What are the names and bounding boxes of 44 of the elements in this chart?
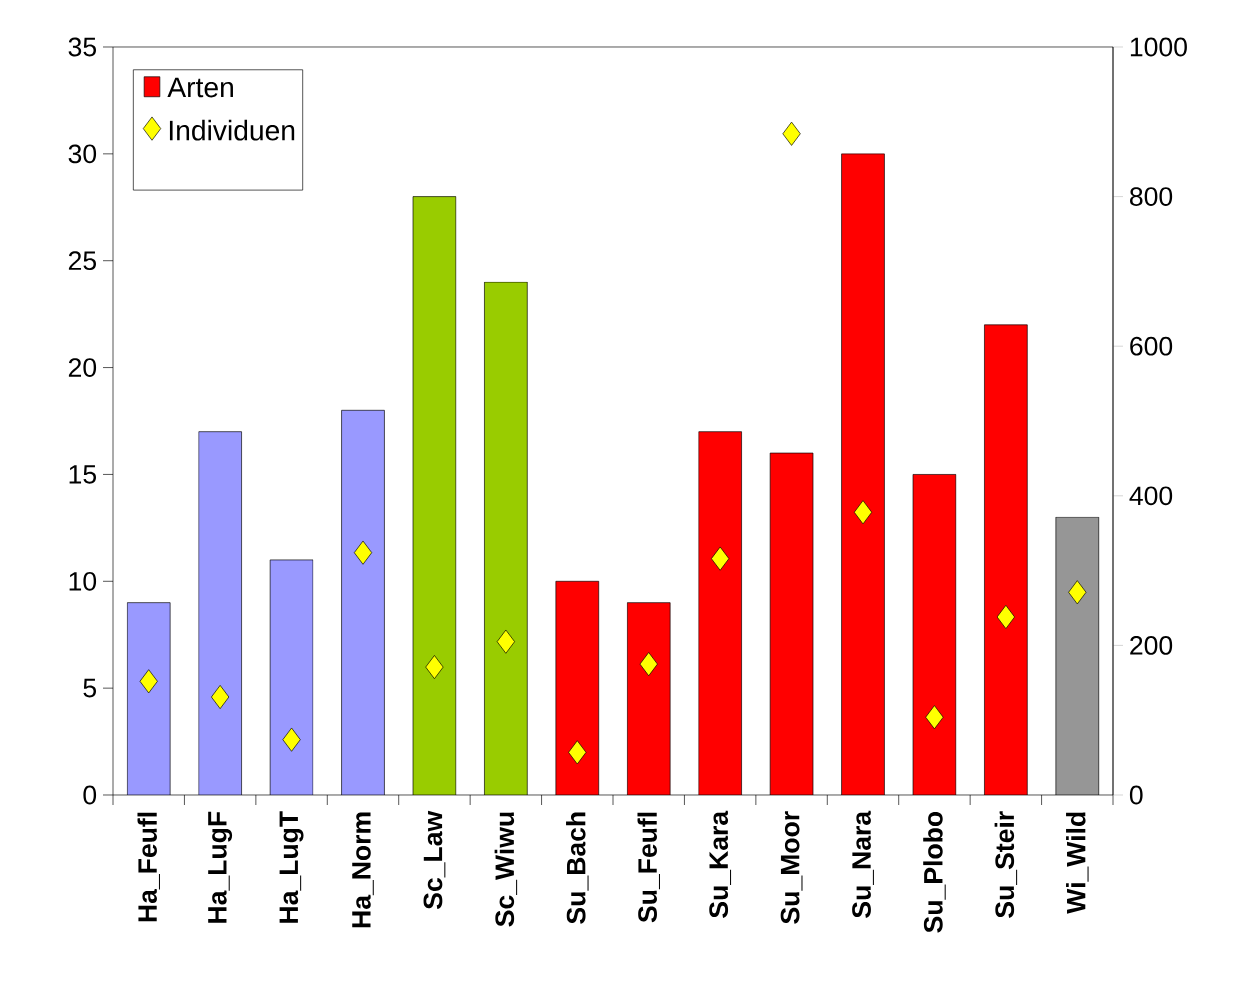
x-tick-label: Ha_LugF <box>208 811 233 923</box>
x-tick-label: Ha_LugT <box>279 811 304 923</box>
y-tick-label: 10 <box>69 571 97 591</box>
x-tick-label: Su_Moor <box>780 811 803 924</box>
point <box>139 669 158 694</box>
y-tick-label: 0 <box>83 785 97 805</box>
x-tick-label: Sc_Wiwu <box>494 812 518 927</box>
x-tick-label: Su_Plobo <box>923 811 946 933</box>
point <box>496 629 515 654</box>
y2-tick-label: 400 <box>1129 486 1173 506</box>
x-tick-label: Su_Bach <box>566 812 589 924</box>
point <box>782 121 801 146</box>
point <box>853 500 873 525</box>
y2-tick-label: 200 <box>1130 636 1173 655</box>
point <box>1068 580 1087 605</box>
y-tick-label: 35 <box>68 37 96 57</box>
x-tick-label: Su_Kara <box>709 810 732 918</box>
point <box>568 740 587 765</box>
point <box>711 546 730 571</box>
point <box>639 652 658 677</box>
y-tick-label: 20 <box>68 358 97 377</box>
legend-label: Individuen <box>169 119 295 141</box>
y2-tick-label: 1000 <box>1130 37 1187 57</box>
x-tick-label: Wi_Wild <box>1066 812 1089 914</box>
y2-tick-label: 600 <box>1130 336 1173 356</box>
y2-tick-label: 0 <box>1129 785 1143 805</box>
point <box>211 685 230 710</box>
x-tick-label: Su_Feufl <box>637 812 660 923</box>
legend-label: Arten <box>167 77 233 98</box>
point <box>996 604 1015 629</box>
point <box>353 540 373 565</box>
x-tick-label: Ha_Feufl <box>137 812 160 922</box>
y-tick-label: 15 <box>69 465 96 484</box>
y-tick-label: 5 <box>83 678 96 698</box>
point <box>925 705 944 730</box>
x-tick-label: Ha_Norm <box>352 812 374 928</box>
x-tick-label: Su_Nara <box>852 810 874 918</box>
y-tick-label: 30 <box>68 144 97 164</box>
point <box>425 655 444 680</box>
point <box>282 727 301 752</box>
x-tick-label: Sc_Law <box>423 810 446 910</box>
y-tick-label: 25 <box>68 251 96 271</box>
y2-tick-label: 800 <box>1130 187 1173 206</box>
x-tick-label: Su_Steir <box>994 811 1018 918</box>
